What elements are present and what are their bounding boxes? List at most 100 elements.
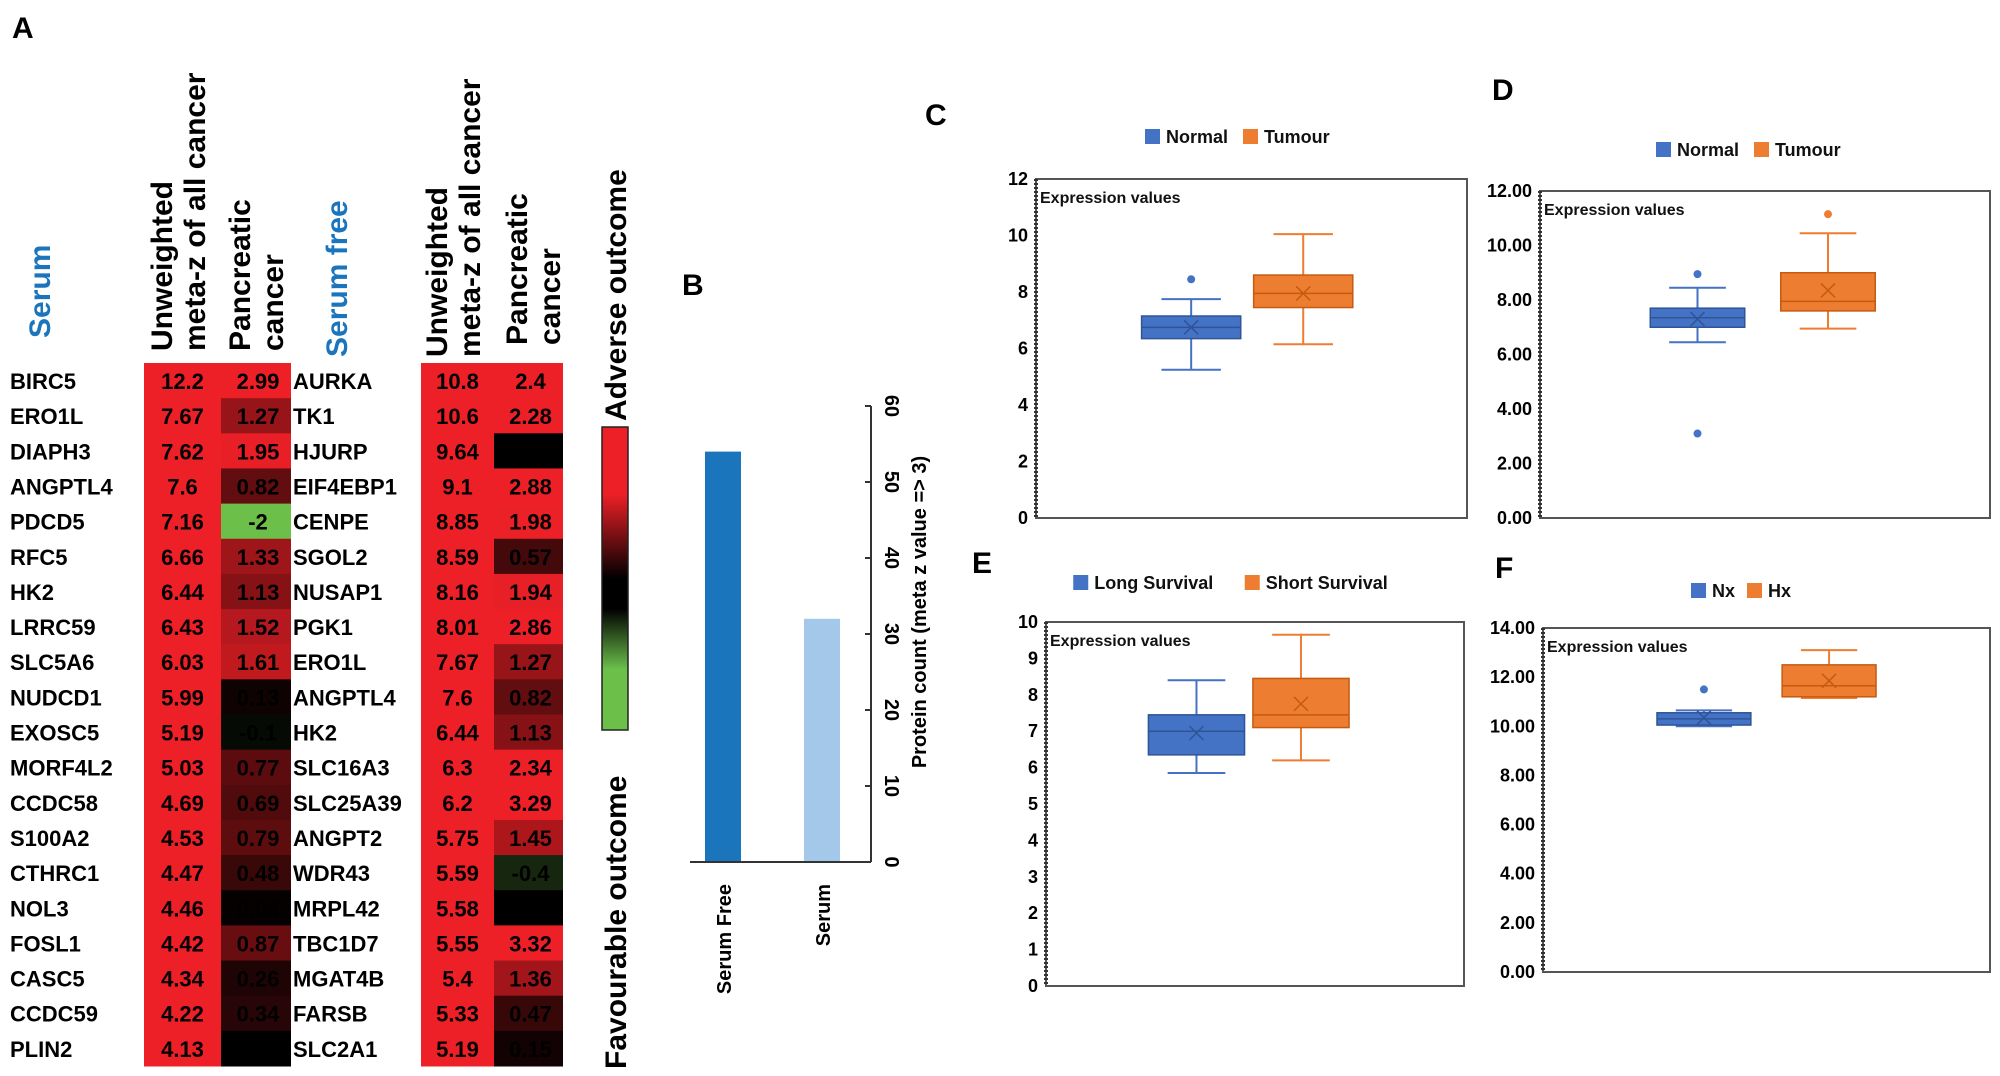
pancreatic-value: 1.13: [509, 721, 552, 746]
heatmap-cell-pancreatic: [221, 644, 291, 680]
heatmap-cell-pancreatic: [221, 855, 291, 891]
scale-label-adverse: Adverse outcome: [600, 169, 633, 421]
heatmap-cell-meta-z: [144, 749, 221, 786]
heatmap-cell-meta-z: [144, 784, 221, 821]
y-tick-label: 60: [880, 395, 902, 417]
y-tick-label: 8: [1018, 282, 1028, 302]
pancreatic-value: 0.04: [237, 896, 281, 921]
heatmap-row: PLIN2 4.13: [10, 1030, 291, 1067]
heatmap-row: HK2 6.44 1.13: [10, 573, 291, 610]
y-tick-label: 2.00: [1500, 913, 1535, 933]
heatmap-cell-meta-z: [144, 363, 221, 399]
heatmap-cell-pancreatic: [221, 925, 291, 962]
box-nx: [1656, 685, 1752, 728]
heatmap-row: LRRC59 6.43 1.52: [10, 609, 291, 645]
heatmap-cell-pancreatic: [494, 995, 563, 1032]
pancreatic-value: -0: [521, 896, 541, 921]
heatmap-row: TK1 10.6 2.28: [293, 398, 563, 434]
heatmap-row: NOL3 4.46 0.04: [10, 890, 291, 926]
heatmap-cell-meta-z: [421, 609, 494, 645]
heatmap-row: FARSB 5.33 0.47: [293, 995, 563, 1032]
gene-name: ANGPT2: [293, 826, 382, 851]
meta-z-value: 5.59: [436, 861, 479, 886]
heatmap-cell-pancreatic: [494, 749, 563, 786]
pancreatic-value: 0.15: [509, 1037, 552, 1062]
heatmap-row: CASC5 4.34 0.26: [10, 960, 291, 997]
y-tick-label: 5: [1028, 794, 1038, 814]
gene-name: SLC5A6: [10, 650, 94, 675]
heatmap-cell-meta-z: [144, 679, 221, 715]
heatmap-row: TBC1D7 5.55 3.32: [293, 925, 563, 962]
y-tick-label: 20: [880, 699, 902, 721]
heatmap-cell-pancreatic: [494, 363, 563, 399]
y-tick-label: 2.00: [1497, 454, 1532, 474]
gene-name: FARSB: [293, 1002, 368, 1027]
heatmap-row: SLC25A39 6.2 3.29: [293, 784, 563, 821]
panel-label-a: A: [12, 12, 34, 45]
pancreatic-value: 2.4: [515, 369, 546, 394]
box-hx: [1781, 649, 1877, 700]
right-col1-header-line1: Unweighted: [421, 187, 454, 357]
heatmap-cell-meta-z: [144, 960, 221, 997]
panel-b: B Serum Free Serum 0 10 20 30 40 50 60 Protein co…: [682, 269, 931, 994]
gene-name: TK1: [293, 404, 335, 429]
outlier-point: [1693, 270, 1702, 279]
meta-z-value: 7.62: [161, 439, 204, 464]
meta-z-value: 5.99: [161, 685, 204, 710]
pancreatic-value: 1.27: [509, 650, 552, 675]
y-tick-label: 50: [880, 471, 902, 493]
category-label: Serum Free: [714, 884, 736, 994]
gene-name: CENPE: [293, 510, 369, 535]
panel-a: A Serum Unweighted meta-z of all cancer …: [10, 12, 633, 1069]
pancreatic-value: 0.79: [237, 826, 280, 851]
y-tick-label: 3: [1028, 867, 1038, 887]
gene-name: CASC5: [10, 967, 85, 992]
pancreatic-value: 0.48: [237, 861, 280, 886]
y-tick-label: 14.00: [1490, 618, 1535, 638]
heatmap-row: S100A2 4.53 0.79: [10, 819, 291, 856]
heatmap-row: NUSAP1 8.16 1.94: [293, 573, 563, 610]
meta-z-value: 6.43: [161, 615, 204, 640]
pancreatic-value: 2.28: [509, 404, 552, 429]
meta-z-value: 10.8: [436, 369, 479, 394]
heatmap-row: NUDCD1 5.99 0.13: [10, 679, 291, 715]
heatmap-cell-meta-z: [421, 714, 494, 751]
mean-marker: [1295, 285, 1311, 301]
gene-name: DIAPH3: [10, 439, 91, 464]
heatmap-cell-meta-z: [421, 855, 494, 891]
heatmap-row: DIAPH3 7.62 1.95: [10, 433, 291, 469]
pancreatic-value: 0.47: [509, 1002, 552, 1027]
legend-label: Short Survival: [1266, 573, 1388, 593]
meta-z-value: 6.2: [442, 791, 473, 816]
heatmap-cell-pancreatic: [221, 398, 291, 434]
meta-z-value: 9.1: [442, 474, 473, 499]
pancreatic-value: 0.57: [509, 545, 552, 570]
y-tick-label: 6.00: [1500, 815, 1535, 835]
pancreatic-value: 0.69: [237, 791, 280, 816]
pancreatic-value: -0.1: [239, 721, 277, 746]
meta-z-value: 5.03: [161, 756, 204, 781]
box-tumour: [1252, 233, 1354, 346]
meta-z-value: 8.16: [436, 580, 479, 605]
heatmap-cell-meta-z: [144, 468, 221, 505]
legend-swatch-orange: [1754, 142, 1769, 157]
heatmap-cell-meta-z: [144, 644, 221, 680]
meta-z-value: 7.67: [161, 404, 204, 429]
gene-name: NUDCD1: [10, 685, 102, 710]
y-tick-label: 10: [880, 775, 902, 797]
legend: Long Survival Short Survival: [1073, 573, 1388, 593]
mean-marker: [1188, 725, 1205, 741]
gene-name: HJURP: [293, 439, 368, 464]
box-chart-c: 0 2 4 6 8 10 12 Expression values Normal Tumour: [1008, 127, 1468, 528]
heatmap-cell-meta-z: [421, 925, 494, 962]
heatmap-row: ERO1L 7.67 1.27: [293, 644, 563, 680]
legend-label: Tumour: [1264, 127, 1330, 147]
mean-marker: [1183, 319, 1199, 335]
pancreatic-value: 2.99: [237, 369, 280, 394]
gene-name: ERO1L: [293, 650, 366, 675]
heatmap-cell-meta-z: [421, 819, 494, 856]
meta-z-value: 7.6: [167, 474, 198, 499]
heatmap-row: ANGPTL4 7.6 0.82: [10, 468, 291, 505]
gene-name: CCDC59: [10, 1002, 98, 1027]
outlier-point: [1693, 429, 1702, 438]
